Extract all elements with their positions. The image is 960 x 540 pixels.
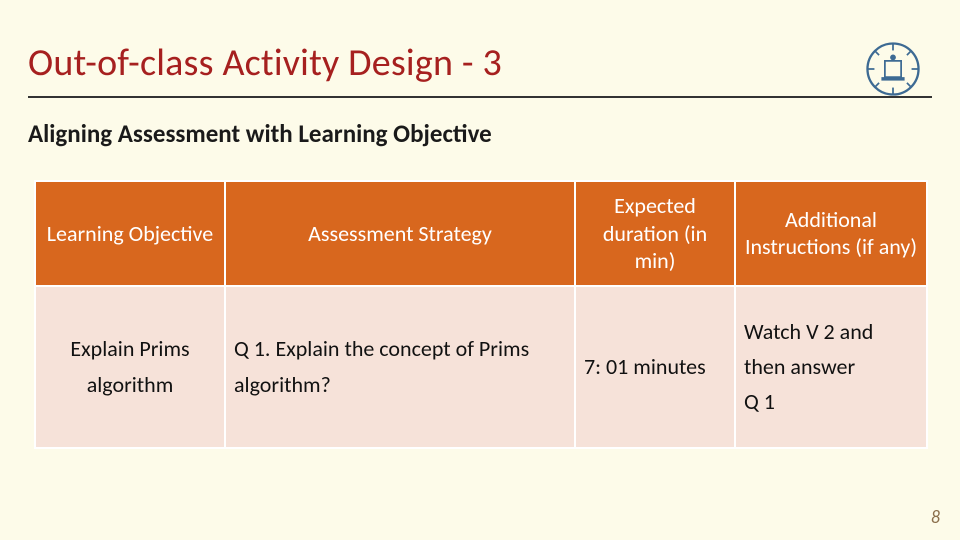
slide: Out-of-class Activity Design - 3 Alignin… [0, 0, 960, 540]
col-header-expected-duration: Expected duration (in min) [575, 181, 735, 286]
cell-text-line: Q 1 [744, 384, 918, 419]
cell-expected-duration: 7: 01 minutes [575, 286, 735, 448]
institute-logo-icon [864, 40, 922, 98]
header-text: Learning Objective [47, 220, 213, 247]
cell-text: Q 1. Explain the concept of Prims algori… [234, 335, 529, 397]
cell-text-line: Watch V 2 and [744, 314, 918, 349]
table-header-row: Learning Objective Assessment Strategy E… [35, 181, 927, 286]
section-subhead: Aligning Assessment with Learning Object… [28, 118, 492, 149]
col-header-assessment-strategy: Assessment Strategy [225, 181, 575, 286]
page-title: Out-of-class Activity Design - 3 [28, 40, 932, 98]
page-number: 8 [931, 506, 940, 528]
table-row: Explain Prims algorithm Q 1. Explain the… [35, 286, 927, 448]
cell-text: 7: 01 minutes [584, 353, 706, 380]
alignment-table: Learning Objective Assessment Strategy E… [34, 180, 928, 449]
cell-text: Explain Prims algorithm [70, 335, 189, 397]
title-wrap: Out-of-class Activity Design - 3 [28, 40, 932, 98]
cell-assessment-strategy: Q 1. Explain the concept of Prims algori… [225, 286, 575, 448]
col-header-learning-objective: Learning Objective [35, 181, 225, 286]
header-text: Assessment Strategy [308, 220, 492, 247]
col-header-additional-instructions: Additional Instructions (if any) [735, 181, 927, 286]
cell-learning-objective: Explain Prims algorithm [35, 286, 225, 448]
header-text: Expected duration (in min) [603, 192, 707, 274]
cell-text-line: then answer [744, 349, 918, 384]
cell-additional-instructions: Watch V 2 and then answer Q 1 [735, 286, 927, 448]
header-text: Additional Instructions (if any) [745, 206, 917, 261]
